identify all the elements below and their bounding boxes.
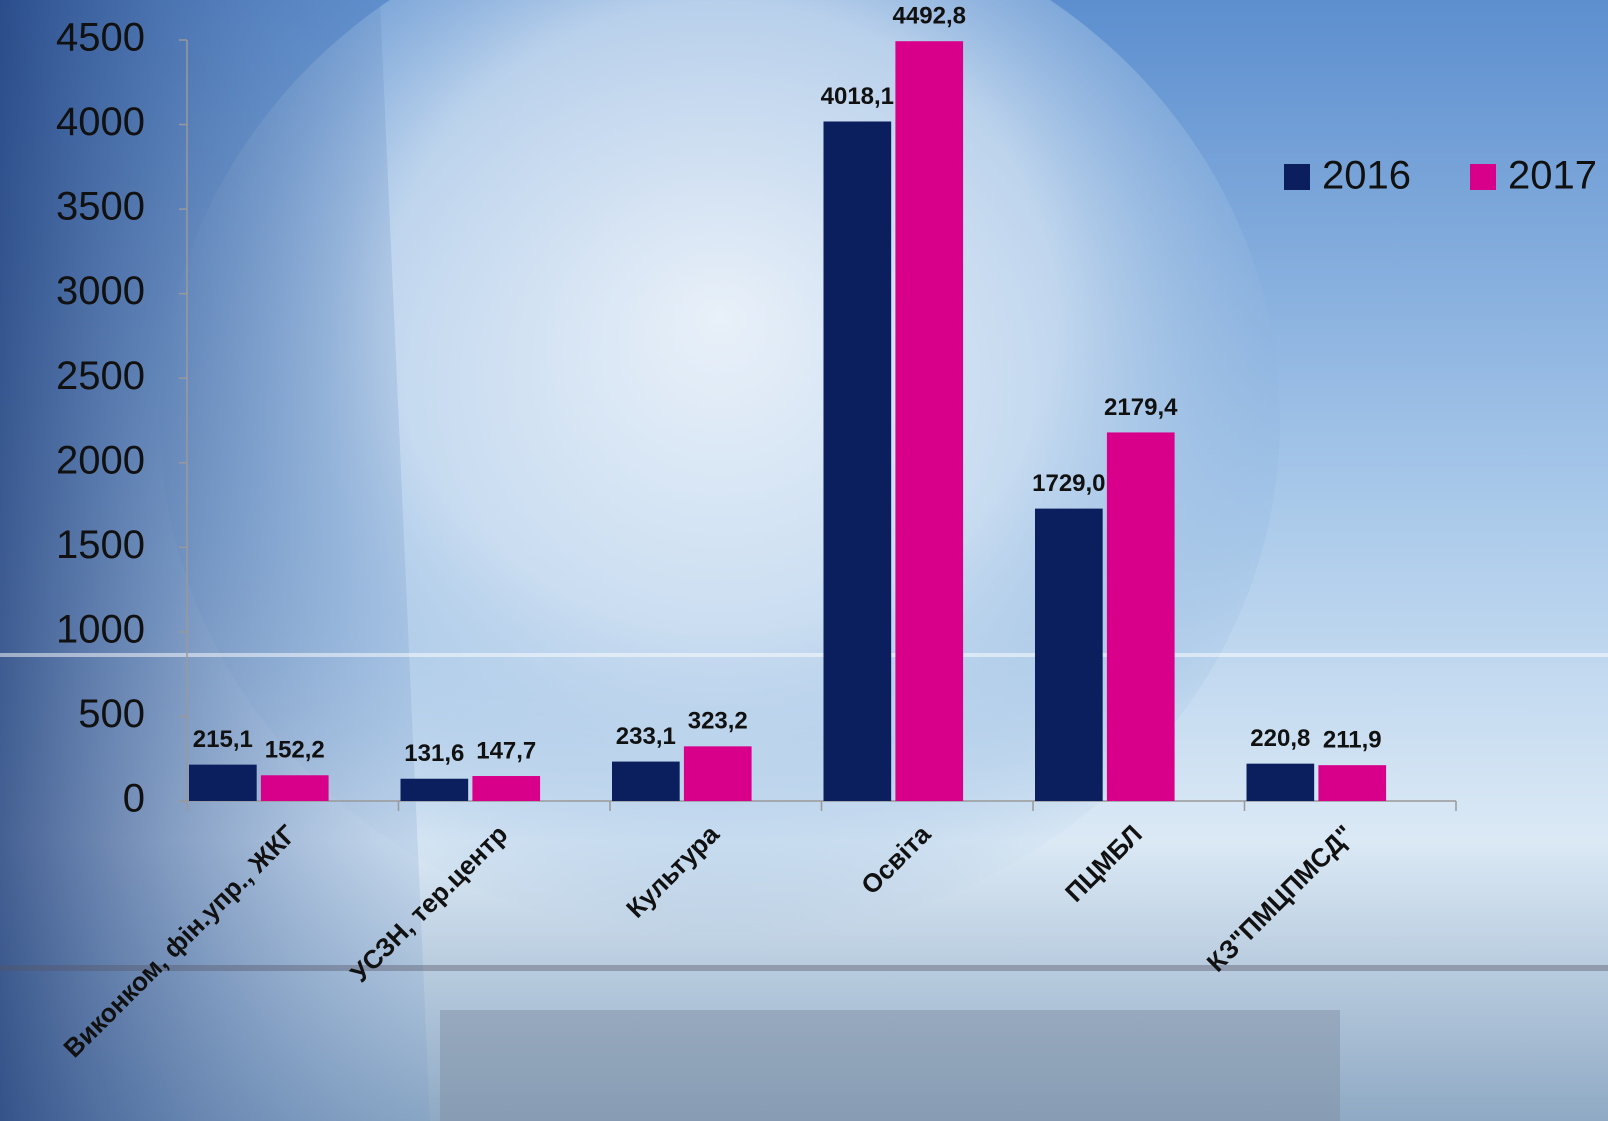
bar: [260, 775, 329, 801]
legend-label: 2016: [1322, 154, 1411, 198]
bar: [612, 761, 680, 801]
value-label: 220,8: [1250, 725, 1310, 752]
y-tick-label: 500: [78, 692, 145, 736]
value-label: 131,6: [404, 740, 464, 767]
bar: [1318, 765, 1387, 801]
value-label: 211,9: [1323, 727, 1382, 754]
value-label: 147,7: [476, 737, 536, 764]
bar: [1246, 763, 1315, 801]
legend-label: 2017: [1508, 154, 1597, 198]
y-tick-label: 4000: [56, 100, 145, 144]
y-tick-label: 0: [123, 777, 145, 821]
value-label: 215,1: [193, 726, 253, 753]
y-tick-label: 1500: [56, 523, 145, 567]
y-tick-label: 1000: [56, 607, 145, 651]
bar: [1106, 432, 1175, 801]
bar: [823, 121, 892, 802]
legend-swatch: [1284, 164, 1310, 190]
value-label: 4492,8: [893, 3, 966, 30]
building: [0, 0, 430, 1121]
city: [440, 1010, 1340, 1121]
bar: [400, 778, 469, 801]
y-tick-label: 2500: [56, 354, 145, 398]
legend-swatch: [1470, 164, 1496, 190]
bar: [1035, 508, 1103, 801]
value-label: 233,1: [616, 723, 676, 750]
value-label: 1729,0: [1032, 470, 1105, 497]
value-label: 152,2: [265, 737, 325, 764]
y-tick-label: 2000: [56, 438, 145, 482]
bar: [895, 41, 964, 802]
y-tick-label: 3500: [56, 185, 145, 229]
bar: [189, 764, 257, 801]
value-label: 2179,4: [1104, 394, 1178, 421]
y-tick-label: 4500: [56, 16, 145, 60]
bar: [472, 776, 541, 801]
y-tick-label: 3000: [56, 269, 145, 313]
bar: [683, 746, 752, 801]
value-label: 323,2: [688, 708, 748, 735]
globe: [160, 0, 1280, 940]
value-label: 4018,1: [821, 83, 894, 110]
